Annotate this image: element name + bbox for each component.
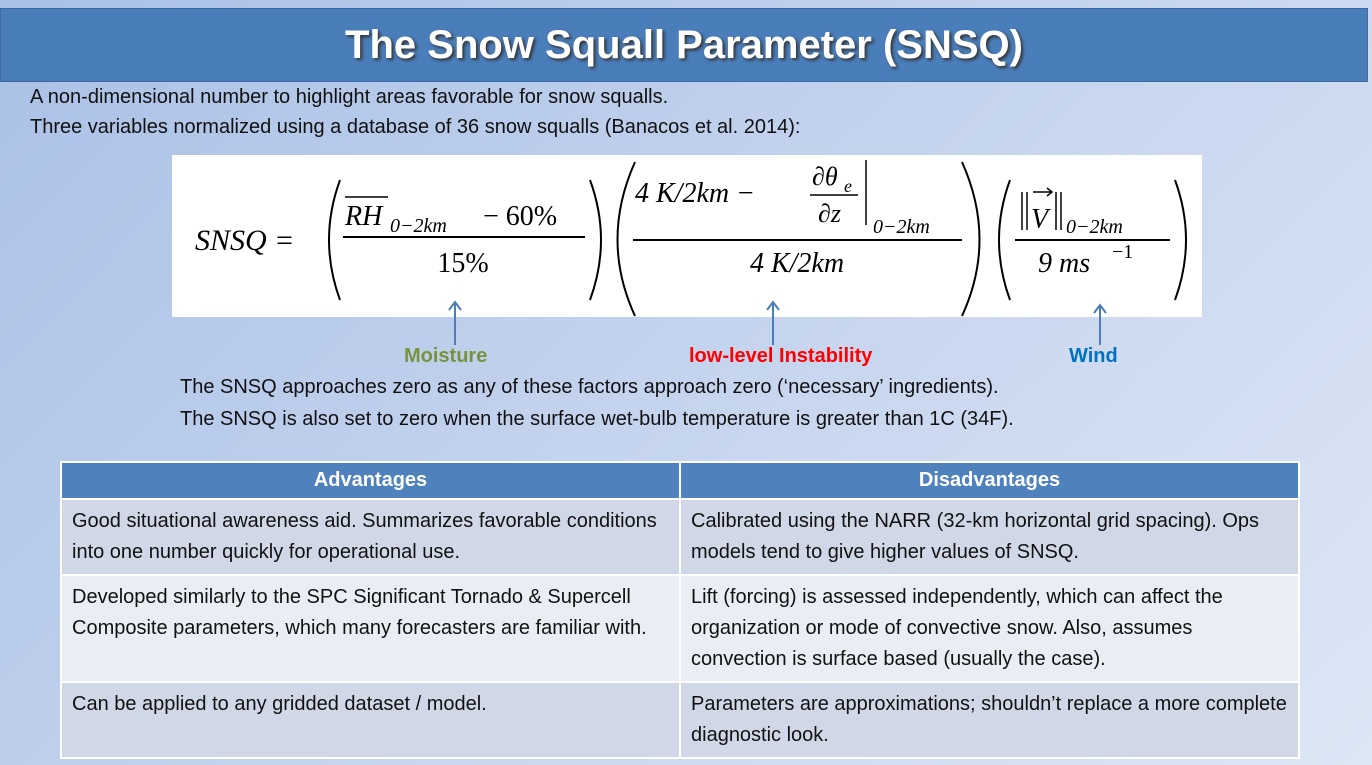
arrow (1093, 303, 1107, 345)
table-cell: Developed similarly to the SPC Significa… (60, 574, 681, 683)
table-cell: Calibrated using the NARR (32-km horizon… (679, 498, 1300, 576)
header-row: Advantages Disadvantages (60, 461, 1300, 500)
comparison-table: Advantages Disadvantages Good situationa… (60, 461, 1300, 759)
paren (328, 179, 341, 301)
table-cell: Can be applied to any gridded dataset / … (60, 681, 681, 759)
wind-label: Wind (1069, 345, 1118, 367)
arrow (448, 300, 462, 345)
paren (589, 179, 602, 301)
eq-subscript: 0−2km (873, 216, 930, 238)
eq-text: 15% (437, 248, 488, 279)
eq-text: ∂θ (812, 162, 838, 191)
instability-label: low-level Instability (689, 345, 873, 367)
eq-text: 4 K/2km (750, 248, 844, 279)
eq-text: 4 K/2km − (635, 178, 755, 209)
table-row: Good situational awareness aid. Summariz… (60, 498, 1300, 576)
table-row: Can be applied to any gridded dataset / … (60, 681, 1300, 759)
table-cell: Good situational awareness aid. Summariz… (60, 498, 681, 576)
moisture-label: Moisture (404, 345, 488, 367)
arrow (766, 300, 780, 345)
eq-text: V (1031, 204, 1051, 235)
table-row: Developed similarly to the SPC Significa… (60, 574, 1300, 683)
paren (961, 161, 981, 317)
eq-text: 9 ms (1038, 248, 1090, 279)
eq-text: − 60% (483, 201, 557, 232)
paren (1174, 179, 1187, 301)
eq-lhs: SNSQ = (195, 224, 294, 257)
paren (616, 161, 636, 317)
intro-line: Three variables normalized using a datab… (30, 116, 801, 138)
intro-line: A non-dimensional number to highlight ar… (30, 86, 669, 108)
eq-subscript: e (844, 176, 852, 196)
note: The SNSQ is also set to zero when the su… (180, 408, 1014, 430)
table-body: Good situational awareness aid. Summariz… (60, 498, 1300, 759)
eq-superscript: −1 (1112, 241, 1133, 263)
note: The SNSQ approaches zero as any of these… (180, 376, 999, 398)
table-cell: Parameters are approximations; shouldn’t… (679, 681, 1300, 759)
header-cell: Disadvantages (679, 461, 1300, 500)
eq-text: RH (344, 201, 384, 232)
eq-subscript: 0−2km (390, 215, 447, 237)
eq-text: ∂z (818, 199, 841, 228)
paren (998, 179, 1011, 301)
table-cell: Lift (forcing) is assessed independently… (679, 574, 1300, 683)
header-cell: Advantages (60, 461, 681, 500)
equation-symbols (328, 160, 1187, 317)
title: The Snow Squall Parameter (SNSQ) (0, 8, 1368, 82)
arrows (448, 300, 1107, 345)
equation: SNSQ = RH 0−2km − 60% 15% 4 K/2km − ∂θ e… (195, 160, 1187, 345)
eq-subscript: 0−2km (1066, 216, 1123, 238)
vector-arrow (1033, 187, 1054, 197)
